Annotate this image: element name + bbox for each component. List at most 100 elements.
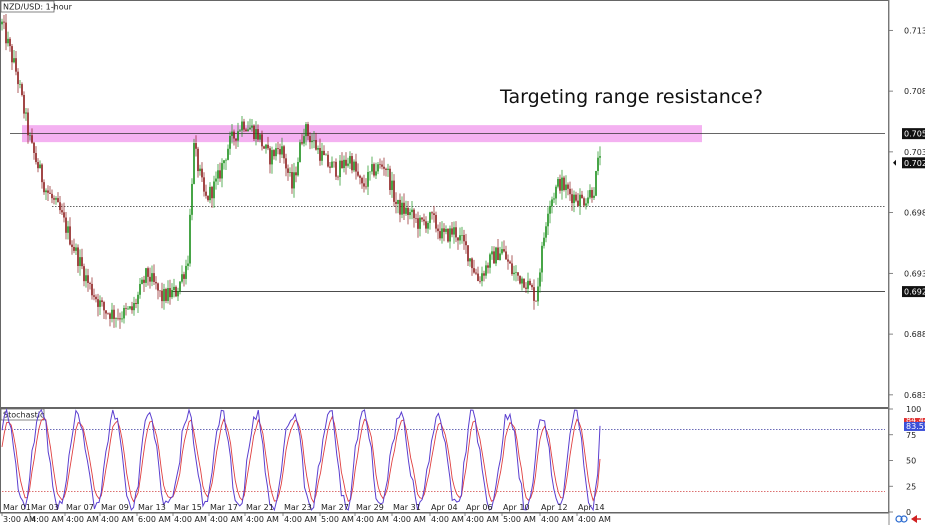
candle	[9, 36, 11, 52]
candle	[169, 279, 171, 305]
candle	[45, 188, 47, 201]
candle	[113, 305, 115, 328]
candle	[151, 265, 153, 287]
candle	[245, 127, 247, 133]
candle	[335, 158, 337, 181]
candle	[373, 162, 375, 178]
candle	[149, 267, 151, 289]
candle	[399, 193, 401, 223]
candle	[345, 152, 347, 175]
candle	[241, 116, 243, 137]
x-tick-time: 4:00 AM	[101, 515, 134, 524]
candle	[161, 282, 163, 309]
candle	[65, 212, 67, 240]
x-tick-date: Apr 14	[578, 503, 605, 512]
candle	[277, 141, 279, 155]
candle	[417, 211, 419, 238]
chart-settings-icon[interactable]	[895, 515, 908, 523]
candle	[327, 151, 329, 168]
candle	[289, 167, 291, 177]
candle	[261, 130, 263, 151]
candle	[207, 195, 209, 202]
candle	[273, 149, 275, 160]
candle	[397, 199, 399, 214]
candle	[367, 165, 369, 196]
candle	[307, 121, 309, 141]
candle	[185, 259, 187, 285]
candle	[197, 146, 199, 178]
candle	[339, 154, 341, 186]
candle	[61, 203, 63, 216]
x-tick-date: Mar 31	[393, 503, 421, 512]
candle	[523, 278, 525, 289]
candle	[17, 68, 19, 94]
candle	[383, 157, 385, 176]
candle	[37, 158, 39, 173]
candle	[269, 146, 271, 174]
candle	[349, 151, 351, 169]
candle	[433, 205, 435, 223]
candle	[99, 295, 101, 315]
candle	[409, 208, 411, 220]
current-price-tag: 0.7026	[893, 157, 925, 169]
stochastic-panel-frame	[0, 408, 889, 513]
candle	[311, 133, 313, 149]
candle	[39, 160, 41, 169]
candle	[3, 15, 5, 30]
candle	[565, 175, 567, 199]
candle	[351, 152, 353, 174]
candle	[1, 18, 3, 31]
candle	[111, 302, 113, 323]
candle	[263, 145, 265, 150]
candle	[365, 178, 367, 190]
candle	[427, 220, 429, 234]
candle	[231, 123, 233, 144]
candle	[549, 200, 551, 224]
y-tick-label: 0.6985	[904, 209, 925, 218]
candle	[495, 246, 497, 267]
candle	[551, 196, 553, 214]
candle	[255, 121, 257, 146]
candle	[131, 301, 133, 314]
candle	[401, 196, 403, 219]
candle	[389, 165, 391, 195]
candle	[317, 145, 319, 154]
candle	[171, 283, 173, 300]
candle	[137, 291, 139, 314]
stoch-y-tick-label: 0	[906, 508, 911, 517]
candle	[473, 259, 475, 274]
candle	[563, 175, 565, 192]
svg-text:84.44: 84.44	[906, 416, 925, 425]
candle	[127, 305, 129, 311]
candle	[227, 144, 229, 161]
candle	[503, 240, 505, 253]
candle	[139, 277, 141, 299]
candle	[435, 211, 437, 233]
candle	[571, 188, 573, 211]
candle	[321, 142, 323, 166]
arrow-icon[interactable]	[911, 515, 921, 523]
candle	[405, 200, 407, 216]
candle	[415, 213, 417, 224]
candle	[177, 287, 179, 301]
candle	[357, 163, 359, 178]
candle	[115, 317, 117, 328]
candle	[447, 228, 449, 243]
x-tick-time: 4:00 AM	[210, 515, 243, 524]
candle	[583, 196, 585, 208]
candle	[215, 171, 217, 190]
candle	[141, 277, 143, 285]
candle	[75, 243, 77, 256]
candle	[331, 156, 333, 168]
candle	[489, 252, 491, 274]
candle	[391, 171, 393, 198]
candle	[589, 184, 591, 200]
candlestick-series	[1, 13, 601, 329]
candle	[195, 135, 197, 157]
candle	[587, 190, 589, 207]
x-tick-date: Mar 29	[356, 503, 384, 512]
candle	[419, 215, 421, 237]
